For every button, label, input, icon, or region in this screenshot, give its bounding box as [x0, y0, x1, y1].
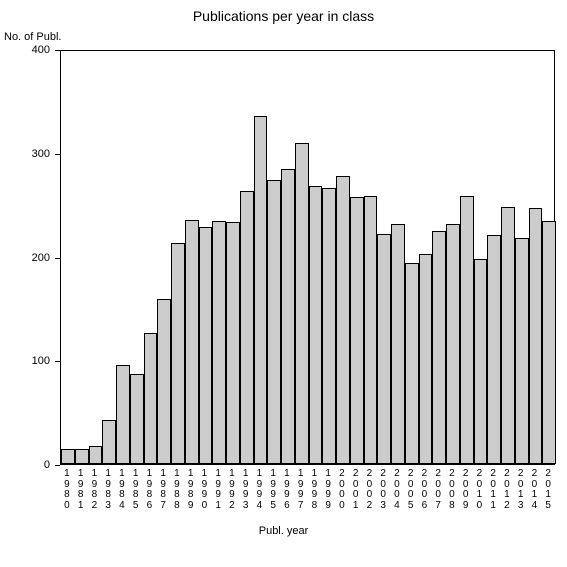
bar: [130, 374, 144, 464]
x-tick-label: 2 0 1 3: [514, 469, 528, 511]
x-tick-label: 2 0 0 5: [404, 469, 418, 511]
bar: [267, 180, 281, 464]
bar: [144, 333, 158, 464]
x-tick-label: 1 9 8 8: [170, 469, 184, 511]
x-tick-label: 1 9 8 1: [74, 469, 88, 511]
bar: [116, 365, 130, 464]
bar: [226, 222, 240, 464]
x-tick-label: 2 0 0 4: [390, 469, 404, 511]
bar: [336, 176, 350, 464]
x-tick-label: 2 0 0 7: [431, 469, 445, 511]
y-tick-label: 200: [20, 252, 50, 264]
x-tick-label: 1 9 8 7: [156, 469, 170, 511]
bar: [61, 449, 75, 464]
x-tick-label: 2 0 0 3: [376, 469, 390, 511]
bar: [460, 196, 474, 464]
bar: [185, 220, 199, 464]
bar: [474, 259, 488, 464]
bar: [157, 299, 171, 464]
bar: [171, 243, 185, 464]
x-tick-label: 1 9 8 9: [184, 469, 198, 511]
x-tick-label: 2 0 0 1: [349, 469, 363, 511]
y-tick-label: 300: [20, 148, 50, 160]
y-tick: [55, 465, 60, 466]
y-tick-label: 400: [20, 44, 50, 56]
bar: [295, 143, 309, 464]
bar: [391, 224, 405, 464]
x-tick-label: 1 9 9 4: [253, 469, 267, 511]
x-tick-label: 1 9 9 8: [308, 469, 322, 511]
x-tick-label: 1 9 9 6: [280, 469, 294, 511]
bar: [364, 196, 378, 464]
chart-title: Publications per year in class: [0, 8, 567, 24]
bar: [212, 221, 226, 464]
x-tick-label: 2 0 1 1: [486, 469, 500, 511]
x-tick-label: 1 9 8 4: [115, 469, 129, 511]
x-tick-label: 2 0 0 6: [418, 469, 432, 511]
plot-area: [60, 50, 555, 465]
x-tick-label: 1 9 8 6: [143, 469, 157, 511]
bar: [487, 235, 501, 464]
x-tick-label: 1 9 9 7: [294, 469, 308, 511]
y-tick-label: 0: [20, 459, 50, 471]
bar: [446, 224, 460, 464]
bar: [419, 254, 433, 464]
bar: [89, 446, 103, 464]
bar: [542, 221, 556, 464]
x-tick-label: 1 9 9 3: [239, 469, 253, 511]
x-tick-label: 2 0 0 0: [335, 469, 349, 511]
x-tick-label: 2 0 1 0: [473, 469, 487, 511]
bar: [281, 169, 295, 464]
bar: [350, 197, 364, 464]
bar: [377, 234, 391, 464]
bar: [432, 231, 446, 464]
bar: [309, 186, 323, 464]
x-tick-label: 1 9 8 0: [60, 469, 74, 511]
bar: [254, 116, 268, 464]
bar: [501, 207, 515, 464]
x-tick-label: 1 9 9 5: [266, 469, 280, 511]
bar: [199, 227, 213, 464]
y-tick: [55, 361, 60, 362]
y-tick-label: 100: [20, 355, 50, 367]
x-tick-label: 2 0 0 2: [363, 469, 377, 511]
x-tick-label: 1 9 9 2: [225, 469, 239, 511]
x-tick-label: 2 0 0 9: [459, 469, 473, 511]
bar: [240, 191, 254, 464]
x-axis-label: Publ. year: [0, 525, 567, 537]
y-tick: [55, 154, 60, 155]
x-tick-label: 1 9 9 0: [198, 469, 212, 511]
bar: [102, 420, 116, 464]
x-tick-label: 2 0 1 2: [500, 469, 514, 511]
bar: [75, 449, 89, 464]
bar: [515, 238, 529, 464]
y-tick: [55, 258, 60, 259]
y-tick: [55, 50, 60, 51]
x-tick-label: 1 9 8 2: [88, 469, 102, 511]
x-tick-label: 2 0 0 8: [445, 469, 459, 511]
bar: [322, 188, 336, 464]
chart-container: Publications per year in class No. of Pu…: [0, 0, 567, 567]
x-tick-label: 2 0 1 4: [528, 469, 542, 511]
x-tick-label: 1 9 8 3: [101, 469, 115, 511]
bar: [529, 208, 543, 464]
x-tick-label: 1 9 9 9: [321, 469, 335, 511]
y-axis-label: No. of Publ.: [4, 31, 61, 43]
x-tick-label: 1 9 9 1: [211, 469, 225, 511]
x-tick-label: 2 0 1 5: [541, 469, 555, 511]
x-tick-label: 1 9 8 5: [129, 469, 143, 511]
bar: [405, 263, 419, 464]
